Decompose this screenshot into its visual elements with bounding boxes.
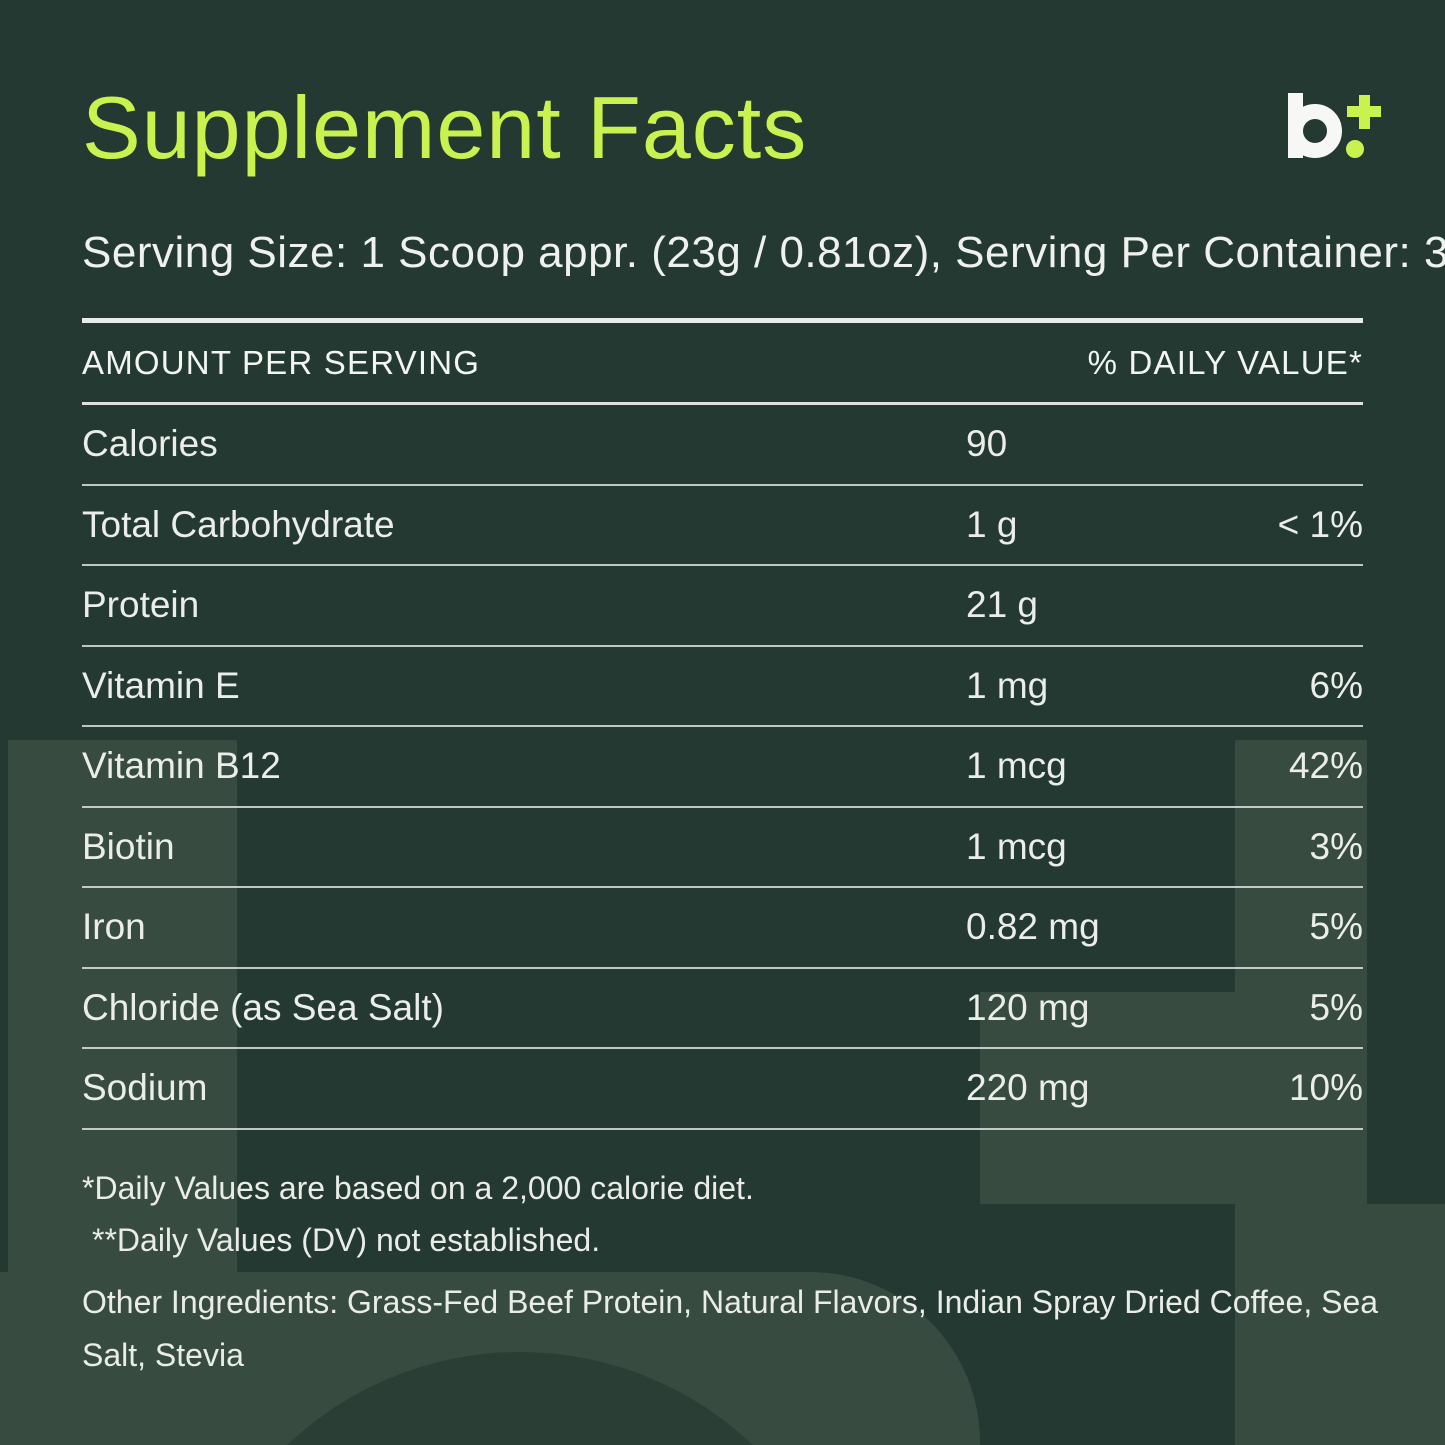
facts-table-header: AMOUNT PER SERVING % DAILY VALUE*: [82, 323, 1363, 405]
serving-size-line: Serving Size: 1 Scoop appr. (23g / 0.81o…: [82, 228, 1445, 277]
dv-footnote-2: **Daily Values (DV) not established.: [92, 1222, 601, 1258]
logo-dot-icon: [1346, 140, 1364, 158]
facts-table: AMOUNT PER SERVING % DAILY VALUE* Calori…: [82, 318, 1363, 1130]
nutrient-label: Calories: [82, 423, 218, 465]
nutrient-daily-value: 6%: [1309, 664, 1363, 706]
nutrient-daily-value: 42%: [1288, 745, 1363, 787]
amount-per-serving-header: AMOUNT PER SERVING: [82, 343, 481, 381]
nutrient-amount: 120 mg: [966, 986, 1090, 1028]
table-row: Total Carbohydrate 1 g < 1%: [82, 486, 1363, 566]
nutrient-amount: 21 g: [966, 584, 1039, 626]
nutrient-daily-value: 10%: [1288, 1067, 1363, 1109]
watermark-plus-vertical: [1235, 740, 1367, 1445]
nutrient-amount: 1 mcg: [966, 745, 1067, 787]
dv-footnote: *Daily Values are based on a 2,000 calor…: [82, 1170, 754, 1206]
nutrient-amount: 1 mg: [966, 664, 1049, 706]
brand-logo: [1288, 93, 1384, 159]
nutrient-label: Total Carbohydrate: [82, 503, 395, 545]
table-row: Vitamin E 1 mg 6%: [82, 647, 1363, 727]
table-row: Iron 0.82 mg 5%: [82, 888, 1363, 969]
nutrient-label: Sodium: [82, 1067, 208, 1109]
nutrient-daily-value: 5%: [1309, 906, 1363, 948]
nutrient-daily-value: 5%: [1309, 986, 1363, 1028]
nutrient-label: Vitamin E: [82, 664, 240, 706]
nutrient-amount: 220 mg: [966, 1067, 1090, 1109]
logo-b-bowl: [1288, 104, 1342, 158]
nutrient-label: Protein: [82, 584, 200, 626]
daily-value-header: % DAILY VALUE*: [1087, 343, 1363, 381]
nutrient-daily-value: 3%: [1309, 825, 1363, 867]
watermark-dot-corner: [1367, 1204, 1445, 1445]
other-ingredients: Other Ingredients: Grass-Fed Beef Protei…: [82, 1284, 1379, 1373]
nutrient-daily-value: < 1%: [1277, 503, 1363, 545]
nutrient-label: Iron: [82, 906, 146, 948]
daily-value-footnotes: *Daily Values are based on a 2,000 calor…: [82, 1162, 754, 1266]
nutrient-amount: 90: [966, 423, 1008, 465]
watermark-plus-horizontal: [980, 992, 1235, 1204]
logo-plus-icon: [1358, 94, 1370, 129]
table-row: Chloride (as Sea Salt) 120 mg 5%: [82, 969, 1363, 1049]
facts-rows: Calories 90 Total Carbohydrate 1 g < 1% Prote…: [82, 405, 1363, 1130]
table-row: Protein 21 g: [82, 566, 1363, 647]
table-row: Biotin 1 mcg 3%: [82, 808, 1363, 888]
table-row: Vitamin B12 1 mcg 42%: [82, 727, 1363, 808]
nutrient-amount: 0.82 mg: [966, 906, 1100, 948]
nutrient-label: Biotin: [82, 825, 175, 867]
nutrient-label: Vitamin B12: [82, 745, 281, 787]
page-title: Supplement Facts: [82, 78, 808, 177]
nutrient-amount: 1 mcg: [966, 825, 1067, 867]
nutrient-amount: 1 g: [966, 503, 1018, 545]
nutrient-label: Chloride (as Sea Salt): [82, 986, 444, 1028]
table-row: Calories 90: [82, 405, 1363, 486]
table-row: Sodium 220 mg 10%: [82, 1049, 1363, 1130]
